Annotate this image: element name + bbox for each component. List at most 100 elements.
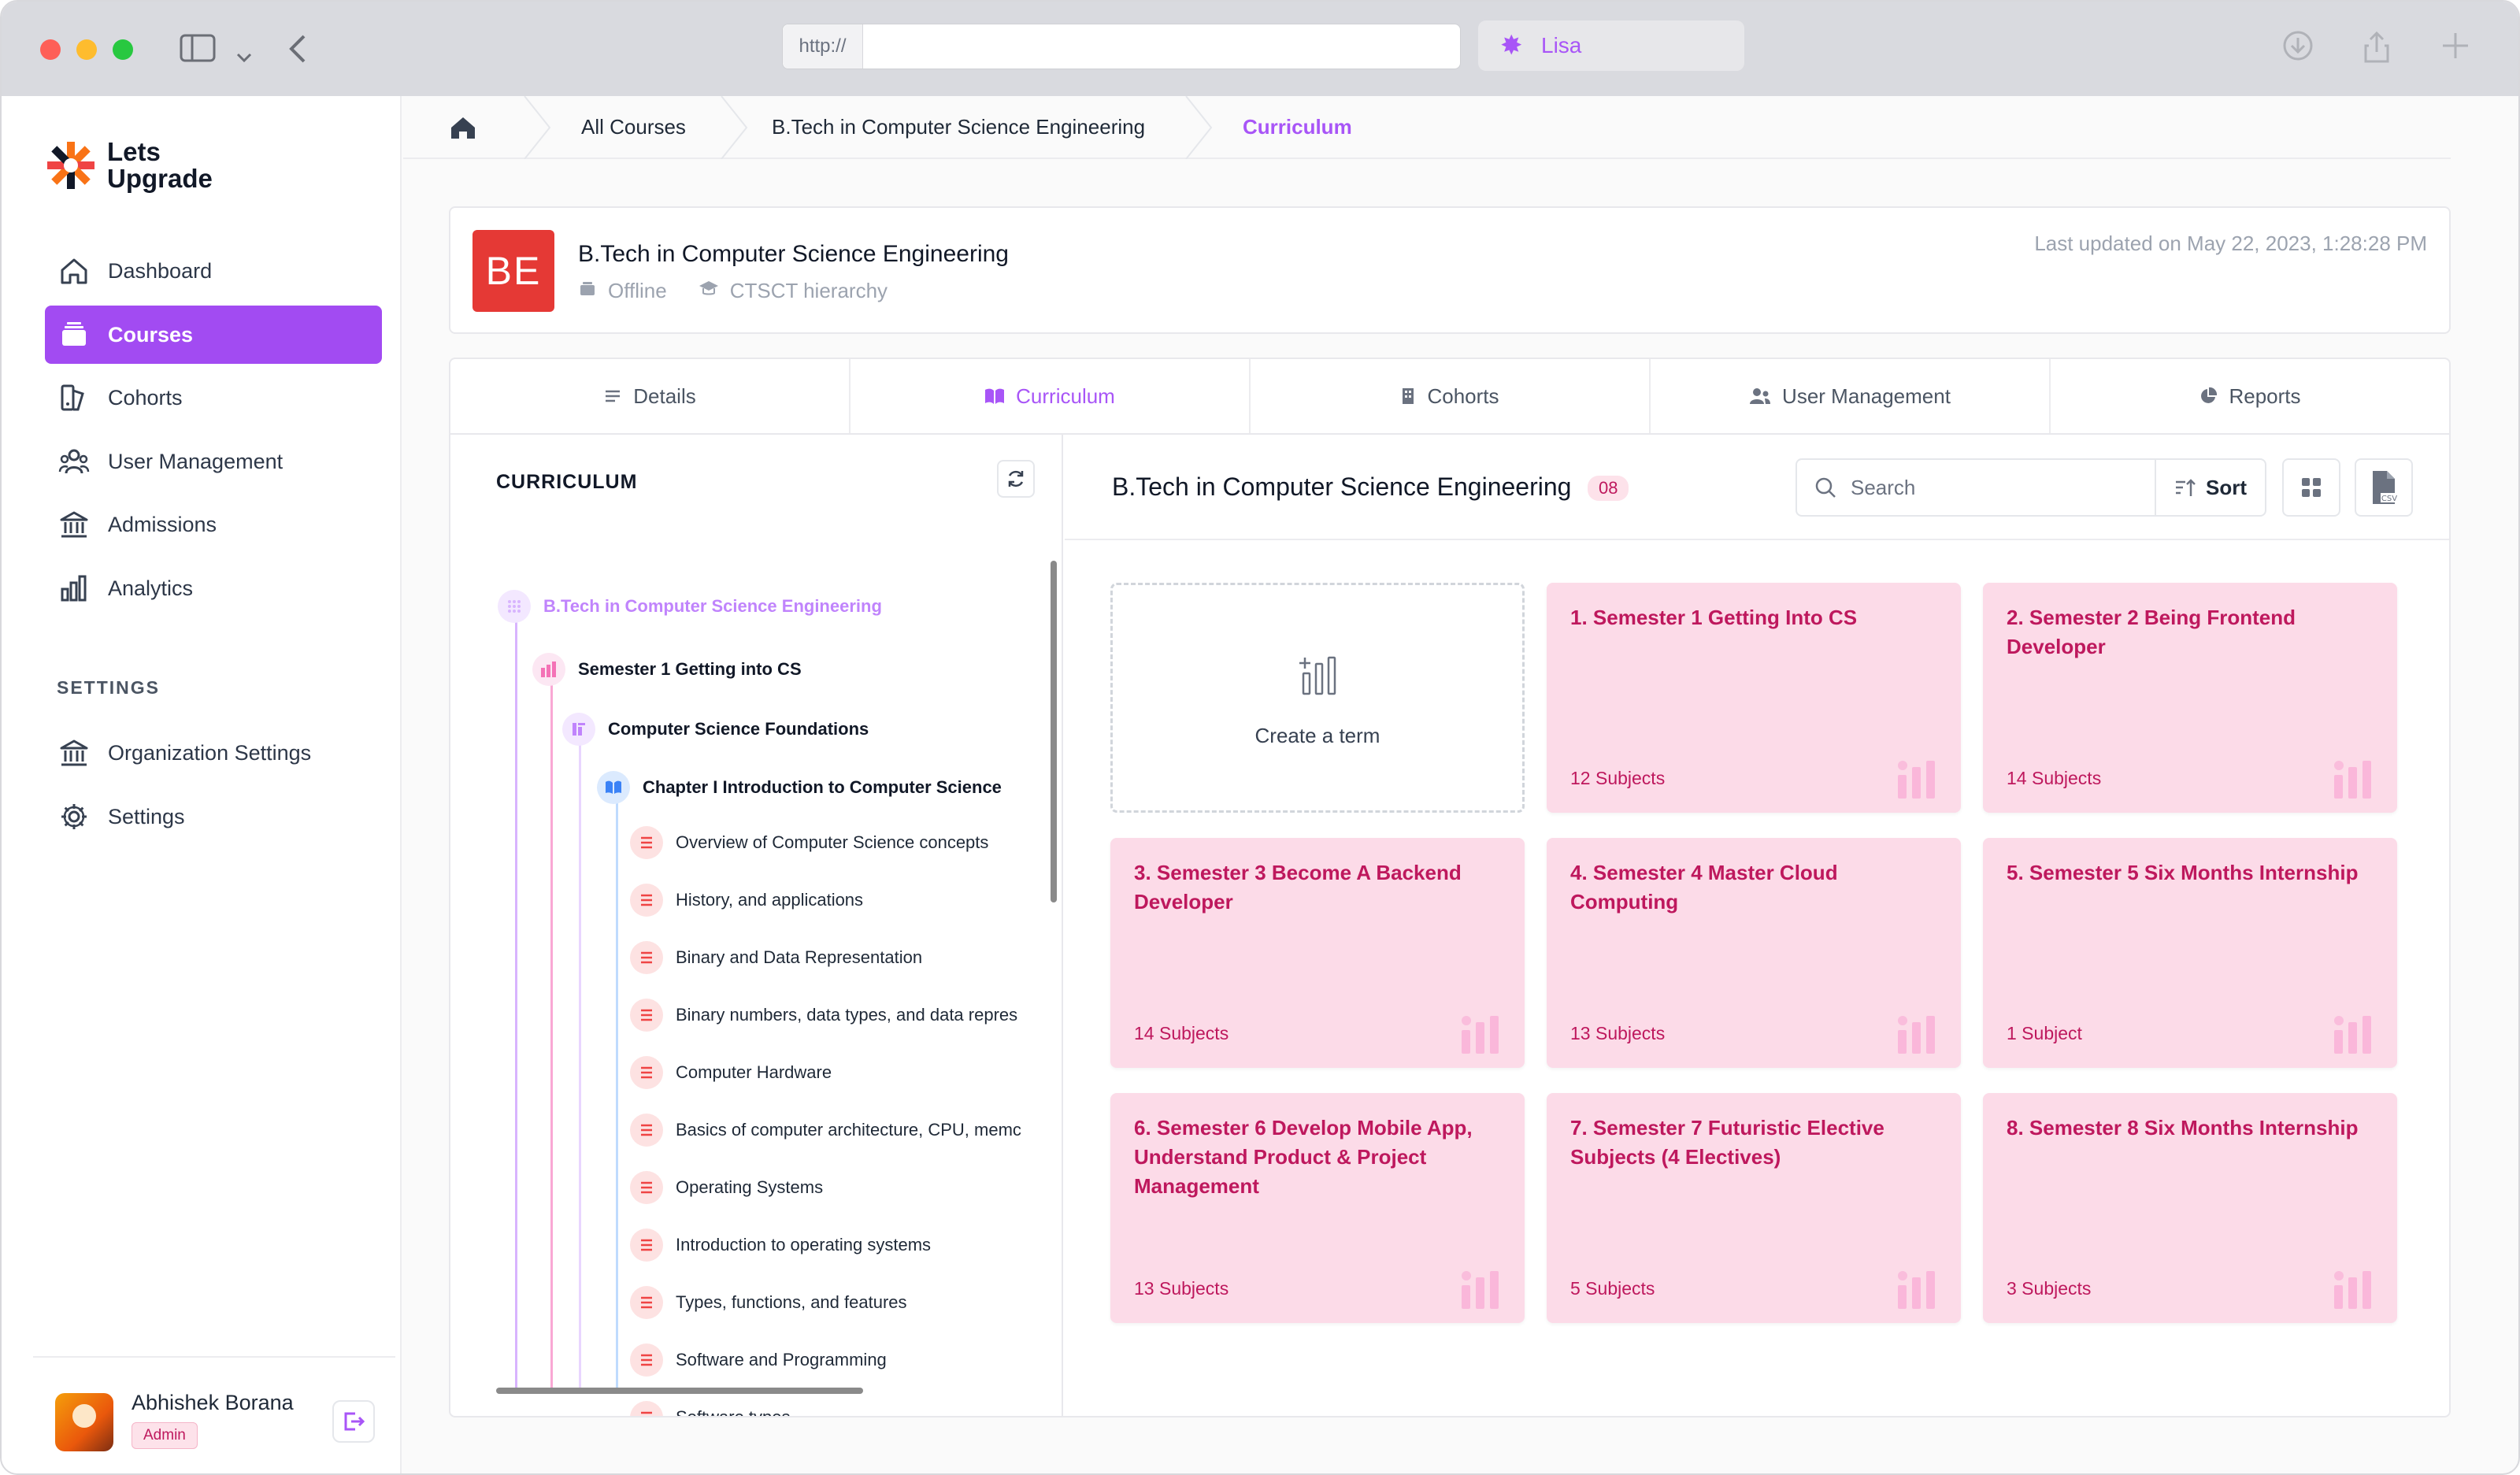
tree-node-course[interactable]: B.Tech in Computer Science Engineering [498, 590, 882, 623]
tree-node-label: Operating Systems [676, 1177, 824, 1197]
tree-node-lesson[interactable]: Basics of computer architecture, CPU, me… [630, 1114, 1021, 1147]
horizontal-scrollbar[interactable] [496, 1388, 863, 1394]
courses-icon [57, 318, 91, 351]
term-bars-icon [1462, 1271, 1499, 1309]
tab-cohorts[interactable]: Cohorts [1251, 359, 1651, 433]
details-icon [603, 387, 622, 405]
tree-node-label: Semester 1 Getting into CS [578, 659, 802, 679]
term-card[interactable]: 3. Semester 3 Become A Backend Developer… [1110, 838, 1525, 1068]
tree-node-lesson[interactable]: Software types [630, 1401, 791, 1416]
lesson-icon [630, 1114, 663, 1147]
export-csv-button[interactable]: CSV [2355, 458, 2413, 517]
sidebar-item-label: Settings [108, 804, 185, 828]
users-icon [1749, 387, 1771, 405]
tree-node-lesson[interactable]: Software and Programming [630, 1343, 887, 1377]
sidebar-toggle-icon[interactable] [180, 33, 216, 69]
avatar[interactable] [55, 1393, 113, 1451]
browser-titlebar: http:// ✸ Lisa [2, 2, 2518, 96]
term-card[interactable]: 8. Semester 8 Six Months Internship 3 Sub… [1983, 1093, 2397, 1323]
tree-node-lesson[interactable]: Computer Hardware [630, 1056, 832, 1089]
browser-profile[interactable]: ✸ Lisa [1478, 20, 1744, 71]
term-card[interactable]: 4. Semester 4 Master Cloud Computing 13 S… [1547, 838, 1961, 1068]
logo[interactable]: Lets Upgrade [46, 135, 250, 198]
vertical-scrollbar[interactable] [1051, 561, 1057, 902]
download-icon[interactable] [2282, 30, 2314, 69]
tab-reports[interactable]: Reports [2051, 359, 2449, 433]
user-profile: Abhishek Borana Admin [33, 1356, 395, 1473]
tab-label: User Management [1782, 384, 1951, 408]
tree-node-label: Overview of Computer Science concepts [676, 832, 989, 852]
tree-node-label: Basics of computer architecture, CPU, me… [676, 1120, 1021, 1140]
building-icon [1400, 387, 1416, 406]
refresh-button[interactable] [997, 460, 1035, 498]
tree-connector [550, 655, 553, 1388]
term-title: 8. Semester 8 Six Months Internship [2007, 1116, 2359, 1140]
create-term-card[interactable]: Create a term [1110, 583, 1525, 813]
tree-node-subject[interactable]: Computer Science Foundations [562, 713, 869, 746]
breadcrumb-home[interactable] [449, 96, 477, 159]
home-icon [451, 117, 475, 139]
sidebar-item-dashboard[interactable]: Dashboard [45, 242, 382, 300]
search-input[interactable]: Search [1796, 458, 2156, 517]
logout-button[interactable] [332, 1400, 375, 1443]
logout-icon [344, 1412, 365, 1431]
sidebar-item-analytics[interactable]: Analytics [45, 559, 382, 617]
address-bar[interactable]: http:// [782, 24, 1461, 69]
url-protocol: http:// [783, 24, 863, 69]
new-tab-icon[interactable] [2440, 30, 2471, 69]
course-header: BE B.Tech in Computer Science Engineerin… [449, 206, 2451, 334]
tree-node-chapter[interactable]: Chapter I Introduction to Computer Scien… [597, 771, 1002, 804]
term-card[interactable]: 5. Semester 5 Six Months Internship 1 Sub… [1983, 838, 2397, 1068]
tree-node-lesson[interactable]: Introduction to operating systems [630, 1229, 931, 1262]
close-window-button[interactable] [40, 39, 61, 60]
term-card[interactable]: 2. Semester 2 Being Frontend Developer 14… [1983, 583, 2397, 813]
tree-node-lesson[interactable]: Binary and Data Representation [630, 941, 922, 974]
tree-node-label: B.Tech in Computer Science Engineering [543, 596, 882, 616]
refresh-icon [1008, 470, 1024, 487]
minimize-window-button[interactable] [76, 39, 97, 60]
term-card[interactable]: 1. Semester 1 Getting Into CS 12 Subjects [1547, 583, 1961, 813]
term-card[interactable]: 7. Semester 7 Futuristic Elective Subjec… [1547, 1093, 1961, 1323]
terms-title: B.Tech in Computer Science Engineering [1112, 473, 1572, 501]
sidebar-item-settings[interactable]: Settings [45, 788, 382, 846]
breadcrumb-all-courses[interactable]: All Courses [581, 115, 686, 139]
tab-details[interactable]: Details [450, 359, 850, 433]
sidebar-item-cohorts[interactable]: Cohorts [45, 369, 382, 427]
tree-node-lesson[interactable]: Operating Systems [630, 1171, 823, 1204]
tree-node-semester[interactable]: Semester 1 Getting into CS [532, 653, 802, 686]
tree-node-lesson[interactable]: Types, functions, and features [630, 1286, 907, 1319]
course-title: B.Tech in Computer Science Engineering [578, 241, 1009, 267]
term-bars-icon [1462, 1016, 1499, 1054]
chevron-down-icon[interactable] [235, 39, 254, 71]
sidebar-item-user-management[interactable]: User Management [45, 432, 382, 491]
tree-node-lesson[interactable]: History, and applications [630, 884, 863, 917]
share-icon[interactable] [2361, 30, 2392, 72]
breadcrumb-curriculum[interactable]: Curriculum [1243, 115, 1352, 139]
tree-node-label: Binary numbers, data types, and data rep… [676, 1005, 1018, 1025]
tree-node-lesson[interactable]: Binary numbers, data types, and data rep… [630, 999, 1017, 1032]
back-icon[interactable] [287, 33, 309, 70]
term-title: 4. Semester 4 Master Cloud Computing [1570, 861, 1838, 914]
sort-button[interactable]: Sort [2155, 458, 2266, 517]
term-bars-icon [2334, 1016, 2371, 1054]
sidebar-item-admissions[interactable]: Admissions [45, 495, 382, 554]
tree-node-label: Computer Hardware [676, 1062, 832, 1082]
analytics-icon [57, 572, 91, 605]
maximize-window-button[interactable] [113, 39, 133, 60]
tree-node-label: Software and Programming [676, 1350, 887, 1369]
grid-view-button[interactable] [2282, 458, 2340, 517]
term-card[interactable]: 6. Semester 6 Develop Mobile App, Unders… [1110, 1093, 1525, 1323]
tab-bar: Details Curriculum Cohorts User Manageme… [450, 359, 2449, 435]
gear-icon [57, 800, 91, 833]
term-subject-count: 14 Subjects [1134, 1023, 1229, 1043]
sidebar-item-organization-settings[interactable]: Organization Settings [45, 724, 382, 782]
sidebar-item-courses[interactable]: Courses [45, 306, 382, 364]
tab-curriculum[interactable]: Curriculum [850, 359, 1251, 433]
breadcrumb-course[interactable]: B.Tech in Computer Science Engineering [772, 115, 1146, 139]
user-name: Abhishek Borana [132, 1391, 294, 1414]
tree-node-lesson[interactable]: Overview of Computer Science concepts [630, 826, 988, 859]
tree-node-label: Computer Science Foundations [608, 719, 869, 739]
sidebar-item-label: Admissions [108, 512, 217, 536]
tab-user-management[interactable]: User Management [1651, 359, 2051, 433]
